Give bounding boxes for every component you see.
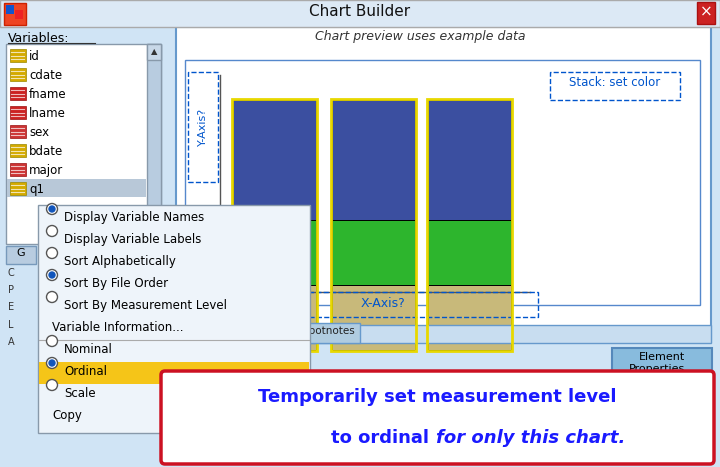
- Text: Sort Alphabetically: Sort Alphabetically: [64, 255, 176, 268]
- Bar: [332, 100, 415, 220]
- Text: G: G: [17, 248, 25, 258]
- Bar: [10, 182, 26, 195]
- Text: Variable Information...: Variable Information...: [52, 321, 184, 334]
- Text: Element
Properties...: Element Properties...: [629, 352, 696, 374]
- Text: Sort By Measurement Level: Sort By Measurement Level: [64, 299, 227, 312]
- Bar: [10, 125, 26, 138]
- Text: E: E: [8, 302, 14, 312]
- Bar: [10, 87, 26, 100]
- Circle shape: [49, 360, 55, 366]
- Circle shape: [47, 226, 58, 236]
- Bar: [428, 285, 511, 350]
- Text: Sort By File Order: Sort By File Order: [64, 277, 168, 290]
- Text: X-Axis?: X-Axis?: [361, 297, 405, 310]
- Bar: [428, 100, 511, 220]
- Bar: [6, 246, 36, 264]
- Bar: [185, 60, 700, 305]
- Bar: [147, 44, 161, 60]
- Bar: [4, 3, 26, 25]
- Text: ×: ×: [700, 5, 712, 20]
- Circle shape: [47, 358, 58, 368]
- Bar: [6, 44, 161, 244]
- Text: Chart preview uses example data: Chart preview uses example data: [315, 30, 526, 43]
- Text: Options...: Options...: [635, 396, 689, 406]
- Text: bdate: bdate: [29, 145, 63, 158]
- Bar: [331, 99, 416, 351]
- Text: Ctrl+C: Ctrl+C: [265, 409, 302, 419]
- Bar: [15, 10, 23, 19]
- Bar: [233, 285, 316, 350]
- Bar: [7, 179, 146, 197]
- FancyBboxPatch shape: [161, 371, 714, 464]
- Text: ▲: ▲: [150, 47, 157, 56]
- Bar: [176, 27, 711, 370]
- Text: Chart Builder: Chart Builder: [310, 4, 410, 19]
- Text: Ordinal: Ordinal: [64, 365, 107, 378]
- Text: Temporarily set measurement level: Temporarily set measurement level: [258, 388, 617, 406]
- Circle shape: [49, 206, 55, 212]
- Bar: [39, 362, 309, 384]
- Text: L: L: [8, 320, 14, 330]
- Text: id: id: [29, 50, 40, 63]
- Text: les/Footnotes: les/Footnotes: [285, 326, 355, 336]
- Bar: [10, 106, 26, 119]
- Bar: [10, 49, 26, 62]
- Text: Variables:: Variables:: [8, 32, 70, 45]
- Text: Nominal: Nominal: [64, 343, 113, 356]
- Text: for only this chart.: for only this chart.: [436, 429, 625, 447]
- Text: Copy: Copy: [52, 409, 82, 422]
- Text: A: A: [8, 337, 14, 347]
- Text: to ordinal: to ordinal: [331, 429, 436, 447]
- Bar: [332, 220, 415, 285]
- Text: Scale: Scale: [64, 387, 96, 400]
- Bar: [428, 220, 511, 285]
- Bar: [697, 2, 715, 24]
- Text: Stack: set color: Stack: set color: [570, 76, 661, 89]
- Text: P: P: [8, 285, 14, 295]
- Text: fname: fname: [29, 88, 67, 101]
- Bar: [176, 325, 711, 343]
- Text: Y-Axis?: Y-Axis?: [198, 108, 208, 146]
- Bar: [0, 343, 720, 467]
- Circle shape: [47, 335, 58, 347]
- Bar: [612, 392, 712, 422]
- Text: major: major: [29, 164, 63, 177]
- Bar: [147, 44, 161, 244]
- Bar: [232, 99, 317, 351]
- Bar: [228, 292, 538, 317]
- Text: lname: lname: [29, 107, 66, 120]
- Bar: [0, 0, 720, 27]
- Text: q1: q1: [29, 183, 44, 196]
- Text: cdate: cdate: [29, 69, 62, 82]
- Bar: [612, 348, 712, 386]
- Text: Display Variable Names: Display Variable Names: [64, 211, 204, 224]
- Circle shape: [47, 291, 58, 303]
- Text: C: C: [8, 268, 14, 278]
- Circle shape: [47, 204, 58, 214]
- Circle shape: [47, 269, 58, 281]
- Bar: [38, 205, 310, 433]
- Text: Display Variable Labels: Display Variable Labels: [64, 233, 202, 246]
- Bar: [427, 99, 512, 351]
- Bar: [280, 323, 360, 343]
- Bar: [10, 68, 26, 81]
- Circle shape: [49, 272, 55, 278]
- Bar: [10, 144, 26, 157]
- Bar: [188, 72, 218, 182]
- Bar: [550, 72, 680, 100]
- Bar: [233, 220, 316, 285]
- Circle shape: [47, 248, 58, 259]
- Bar: [6, 5, 14, 14]
- Text: sex: sex: [29, 126, 49, 139]
- Bar: [332, 285, 415, 350]
- Bar: [233, 100, 316, 220]
- Circle shape: [47, 380, 58, 390]
- Bar: [10, 163, 26, 176]
